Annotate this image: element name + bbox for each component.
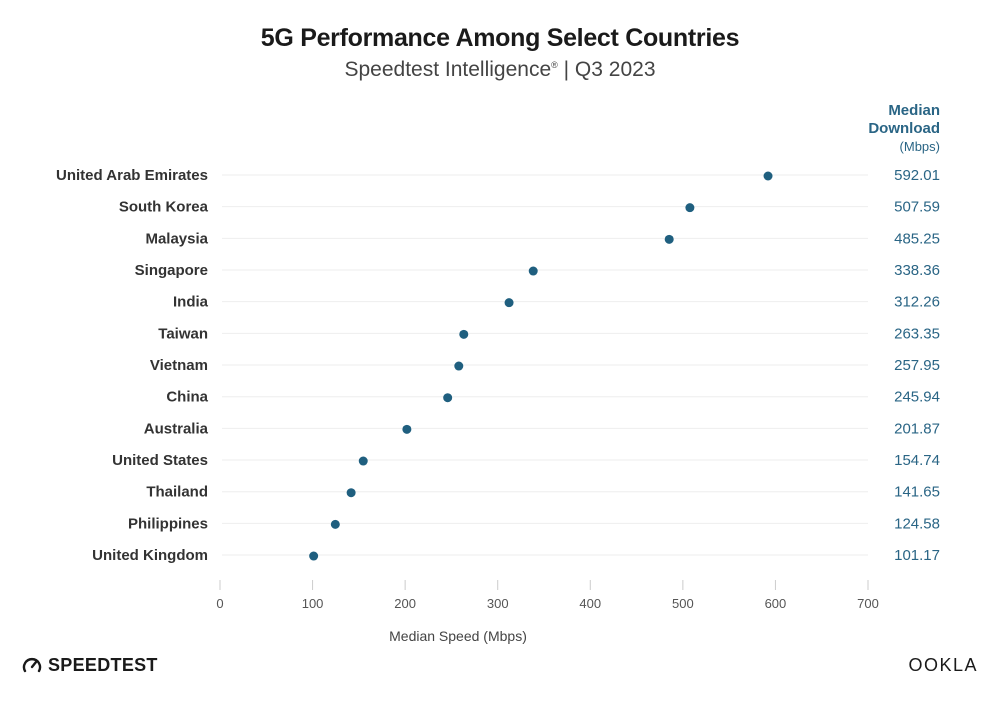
value-label: 154.74 — [894, 452, 940, 469]
country-label: Philippines — [128, 515, 208, 532]
country-label: United Arab Emirates — [56, 167, 208, 184]
value-label: 507.59 — [894, 199, 940, 216]
chart-subtitle: Speedtest Intelligence® | Q3 2023 — [0, 58, 1000, 82]
data-point — [309, 551, 319, 561]
speedtest-gauge-icon — [22, 657, 42, 672]
speedtest-logo: SPEEDTEST — [22, 655, 158, 676]
data-point — [763, 171, 773, 181]
data-point — [459, 329, 469, 339]
data-point — [358, 456, 368, 466]
country-label: China — [166, 389, 208, 406]
value-label: 124.58 — [894, 515, 940, 532]
x-tick-label: 200 — [394, 596, 416, 611]
country-label: United States — [112, 452, 208, 469]
x-tick-label: 0 — [216, 596, 223, 611]
speedtest-wordmark: SPEEDTEST — [48, 655, 158, 675]
x-tick-label: 300 — [487, 596, 509, 611]
x-tick-label: 600 — [765, 596, 787, 611]
value-label: 101.17 — [894, 547, 940, 564]
value-label: 245.94 — [894, 389, 940, 406]
data-point — [346, 488, 356, 498]
chart-title: 5G Performance Among Select Countries — [260, 24, 740, 52]
value-column-header: Median Download (Mbps) — [860, 102, 940, 156]
subtitle-source: Speedtest Intelligence — [344, 58, 552, 81]
country-label: United Kingdom — [92, 547, 208, 564]
data-point — [528, 266, 538, 276]
x-tick-label: 700 — [857, 596, 879, 611]
value-header-unit: (Mbps) — [899, 139, 940, 154]
value-label: 263.35 — [894, 325, 940, 342]
x-axis-label: Median Speed (Mbps) — [389, 628, 527, 644]
value-label: 312.26 — [894, 294, 940, 311]
data-point — [443, 393, 453, 403]
x-tick-label: 400 — [579, 596, 601, 611]
data-point — [504, 298, 514, 308]
value-label: 201.87 — [894, 420, 940, 437]
data-point — [685, 203, 695, 213]
data-point — [454, 361, 464, 371]
value-label: 485.25 — [894, 230, 940, 247]
data-point — [402, 424, 412, 434]
data-point — [664, 234, 674, 244]
x-tick-label: 500 — [672, 596, 694, 611]
ookla-logo: OOKLA — [908, 655, 978, 675]
value-label: 592.01 — [894, 167, 940, 184]
country-label: Vietnam — [150, 357, 208, 374]
country-label: Singapore — [135, 262, 208, 279]
data-point — [330, 519, 340, 529]
value-label: 338.36 — [894, 262, 940, 279]
country-label: Thailand — [146, 484, 208, 501]
subtitle-period: | Q3 2023 — [563, 58, 656, 81]
value-label: 141.65 — [894, 484, 940, 501]
country-label: India — [173, 294, 209, 311]
country-label: Taiwan — [158, 325, 208, 342]
x-tick-label: 100 — [302, 596, 324, 611]
country-label: South Korea — [119, 199, 209, 216]
country-label: Australia — [144, 420, 209, 437]
value-label: 257.95 — [894, 357, 940, 374]
registered-mark: ® — [551, 60, 558, 70]
country-label: Malaysia — [145, 230, 208, 247]
value-header-title: Median Download — [868, 102, 940, 137]
